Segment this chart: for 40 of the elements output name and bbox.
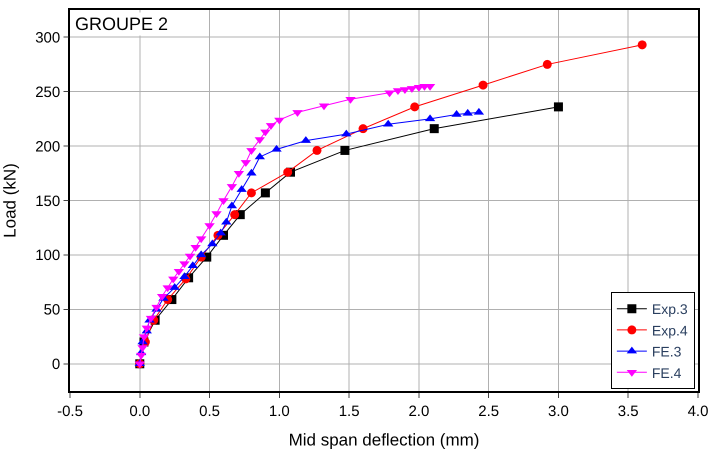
point	[283, 168, 292, 177]
y-tick-label: 200	[35, 138, 60, 156]
point	[638, 40, 647, 50]
y-tick-label: 100	[35, 247, 60, 264]
point	[260, 188, 270, 198]
x-tick-label: -0.5	[57, 402, 83, 420]
point	[542, 60, 552, 69]
x-tick-label: 2.5	[478, 402, 500, 420]
point	[430, 124, 439, 134]
y-tick-label: 0	[52, 356, 60, 374]
point	[246, 188, 256, 198]
y-tick-label: 150	[35, 192, 60, 210]
x-axis-title: Mid span deflection (mm)	[288, 430, 480, 450]
point	[254, 152, 265, 160]
x-tick-label: 3.5	[618, 402, 639, 420]
point	[410, 102, 420, 112]
legend-label: FE.3	[652, 344, 682, 360]
point	[462, 108, 473, 116]
y-tick-label: 300	[35, 29, 60, 46]
x-tick-label: 1.0	[268, 402, 290, 420]
point	[478, 80, 488, 90]
point	[254, 137, 265, 144]
y-axis-title: Load (kN)	[0, 163, 20, 238]
legend-label: Exp.4	[652, 322, 688, 338]
point	[221, 218, 232, 225]
legend-label: FE.4	[652, 364, 682, 381]
chart-title: GROUPE 2	[75, 14, 168, 34]
x-tick-label: 4.0	[688, 402, 708, 420]
x-tick-label: 1.5	[338, 402, 360, 420]
x-tick-label: 2.0	[408, 402, 430, 420]
point	[554, 102, 563, 112]
x-tick-label: 0.0	[129, 402, 150, 420]
y-tick-label: 50	[44, 302, 60, 319]
x-tick-label: 3.0	[548, 402, 569, 420]
point	[312, 146, 322, 155]
x-tick-label: 0.5	[199, 402, 220, 420]
point	[230, 210, 240, 220]
point	[340, 146, 350, 155]
legend-label: Exp.3	[652, 301, 688, 318]
y-tick-label: 250	[35, 84, 60, 101]
